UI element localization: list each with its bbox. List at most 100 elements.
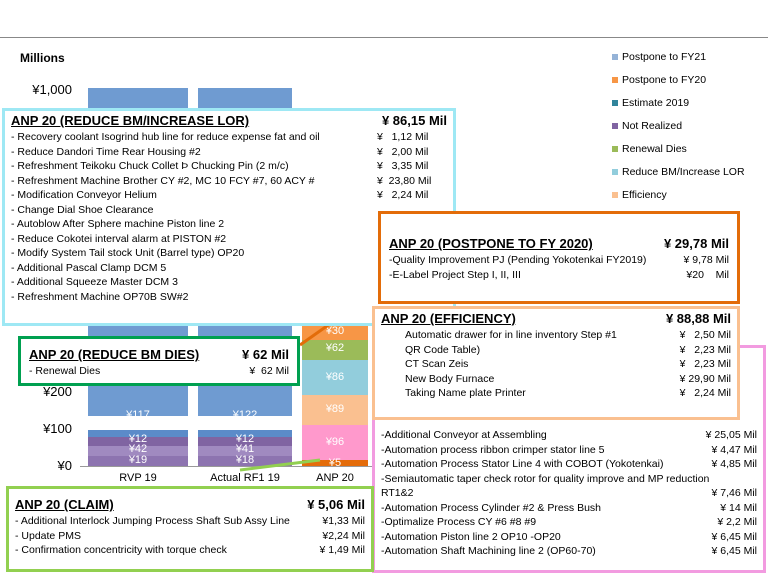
item-text: -Semiautomatic taper check rotor for qua… [381,472,710,500]
item-amount: ¥ 2,23 Mil [679,343,731,356]
item-text: - Modification Conveyor Helium [11,189,157,201]
item-text: - Additional Pascal Clamp DCM 5 [11,261,167,274]
item-row: - Refreshment Teikoku Chuck Collet Þ Chu… [11,159,447,174]
segment-label: ¥122 [232,409,258,421]
legend-item: Postpone to FY21 [612,51,706,63]
item-text: - Reduce Cokotei interval alarm at PISTO… [11,232,227,245]
segment-label: ¥18 [235,454,255,466]
legend-item: Postpone to FY20 [612,74,706,86]
item-text: -Automation Shaft Machining line 2 (OP60… [381,545,596,557]
bar-segment [302,395,368,425]
callout-total: ¥ 88,88 Mil [665,311,731,326]
item-amount: ¥ 2,00 Mil [377,145,429,158]
callout-efficiency: ANP 20 (EFFICIENCY) ¥ 88,88 Mil Automatic … [372,306,740,420]
item-amount: ¥ 4,47 Mil [711,443,757,456]
legend-label: Renewal Dies [622,143,687,155]
bar-segment [88,437,188,446]
item-amount: ¥ 4,85 Mil [711,458,757,470]
callout-total: ¥ 5,06 Mil [307,497,365,512]
y-tick-label: ¥1,000 [32,82,72,97]
top-rule [0,37,768,38]
callout-total: ¥ 29,78 Mil [663,236,729,251]
unit-label: Millions [20,51,65,65]
item-text: -Automation process ribbon crimper stato… [381,443,605,456]
segment-label: ¥86 [325,371,345,383]
item-row: -Automation Piston line 2 OP10 -OP20 ¥ 6,… [381,530,757,545]
bar-segment [198,446,292,456]
legend-label: Estimate 2019 [622,97,690,109]
item-row: - Modification Conveyor Helium ¥ 2,24 Mil [11,188,447,203]
item-text: QR Code Table) [405,343,481,356]
y-tick-label: ¥100 [43,421,72,436]
item-amount: ¥2,24 Mil [322,529,365,542]
callout-postpone: ANP 20 (POSTPONE TO FY 2020) ¥ 29,78 Mil -… [378,211,740,304]
item-row: -E-Label Project Step I, II, III ¥20 Mil [389,268,729,283]
item-amount: ¥ 14 Mil [720,501,757,514]
segment-label: ¥42 [128,443,148,455]
item-text: - Refreshment Teikoku Chuck Collet Þ Chu… [11,160,289,172]
item-row: Taking Name plate Printer ¥ 2,24 Mil [381,386,731,401]
segment-label: ¥30 [325,325,345,337]
axis-line [80,466,380,467]
x-tick-label: Actual RF1 19 [210,472,280,484]
legend-item: Reduce BM/Increase LOR [612,166,745,178]
item-amount: ¥ 7,46 Mil [711,487,757,499]
segment-label: ¥5 [328,457,342,469]
item-row: -Semiautomatic taper check rotor for qua… [381,472,757,501]
segment-label: ¥41 [235,443,255,455]
item-row: - Additional Squeeze Master DCM 3 [11,275,447,290]
legend-item: Efficiency [612,189,667,201]
item-row: -Automation process ribbon crimper stato… [381,443,757,458]
segment-label: ¥19 [128,454,148,466]
bar-segment [88,446,188,456]
item-text: - Change Dial Shoe Clearance [11,203,154,216]
item-row: -Automation Process Cylinder #2 & Press … [381,501,757,516]
item-text: CT Scan Zeis [405,358,469,370]
bar-segment [88,456,188,466]
item-row: - Change Dial Shoe Clearance [11,203,447,218]
bar-segment [88,430,188,437]
segment-label: ¥117 [126,409,150,421]
item-text: - Modify System Tail stock Unit (Barrel … [11,247,245,259]
item-text: -Automation Piston line 2 OP10 -OP20 [381,530,561,543]
item-text: - Update PMS [15,529,81,542]
legend-label: Postpone to FY21 [622,51,707,63]
callout-total: ¥ 86,15 Mil [381,113,447,128]
item-row: QR Code Table) ¥ 2,23 Mil [381,343,731,358]
item-text: -Optimalize Process CY #6 #8 #9 [381,516,537,528]
item-amount: ¥ 9,78 Mil [683,254,729,266]
connector [239,458,321,472]
item-amount: ¥ 1,49 Mil [319,544,365,556]
x-tick-label: RVP 19 [119,472,157,484]
item-amount: ¥ 6,45 Mil [711,545,757,557]
item-row: - Renewal Dies ¥ 62 Mil [29,364,289,379]
item-text: - Reduce Dandori Time Rear Housing #2 [11,145,201,158]
item-amount: ¥ 29,90 Mil [679,372,731,385]
bar-segment [198,437,292,446]
legend-item: Renewal Dies [612,143,687,155]
callout-title: ANP 20 (REDUCE BM/INCREASE LOR) [11,113,250,128]
item-row: -Additional Conveyor at Assembling ¥ 25,0… [381,428,757,443]
item-row: - Refreshment Machine Brother CY #2, MC … [11,174,447,189]
legend-swatch [612,54,618,60]
segment-label: ¥89 [325,403,345,415]
item-text: Taking Name plate Printer [405,387,526,399]
bar-segment [302,325,368,340]
item-amount: ¥ 2,24 Mil [679,387,731,399]
item-amount: ¥ 3,35 Mil [377,160,429,172]
callout-claim: ANP 20 (CLAIM) ¥ 5,06 Mil - Additional Int… [6,486,374,572]
legend-label: Reduce BM/Increase LOR [622,166,745,178]
y-tick-label: ¥200 [43,384,72,399]
item-row: New Body Furnace ¥ 29,90 Mil [381,372,731,387]
callout-title: ANP 20 (EFFICIENCY) [381,311,516,326]
item-text: - Additional Interlock Jumping Process S… [15,515,290,527]
item-row: -Automation Shaft Machining line 2 (OP60… [381,544,757,559]
y-tick-label: ¥0 [57,458,72,473]
bar-segment [302,360,368,395]
item-text: -E-Label Project Step I, II, III [389,268,521,281]
segment-label: ¥12 [128,433,148,445]
legend-swatch [612,169,618,175]
callout-title: ANP 20 (REDUCE BM DIES) [29,347,200,362]
item-amount: ¥ 2,2 Mil [717,516,757,528]
item-amount: ¥ 2,24 Mil [377,189,429,201]
